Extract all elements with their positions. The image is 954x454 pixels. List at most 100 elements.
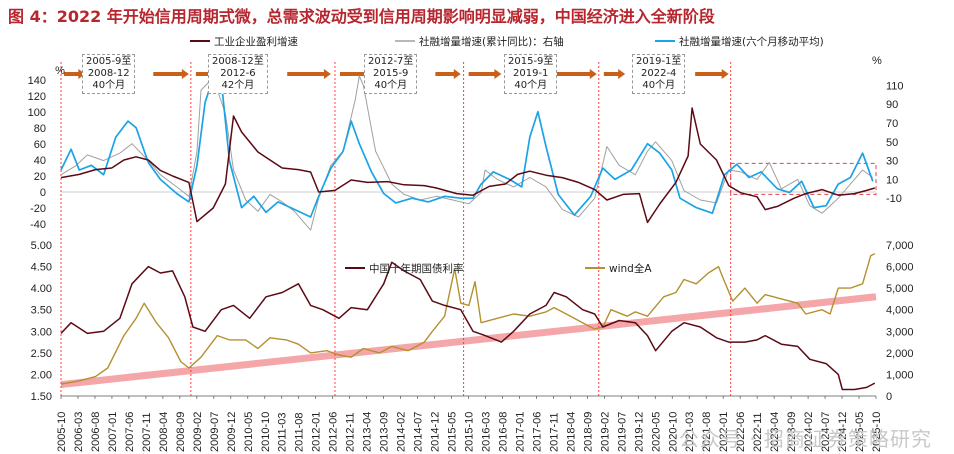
cycle-duration: 40个月: [374, 80, 408, 91]
credit-growth-ma-line: [60, 77, 874, 218]
wind-all-a-line: [60, 252, 876, 385]
x-tick-label: 2008-04: [158, 412, 170, 452]
lower-right-tick: 0: [886, 391, 892, 403]
x-tick-label: 2016-03: [480, 412, 492, 452]
x-tick-label: 2018-04: [565, 412, 577, 452]
x-tick-label: 2025-10: [871, 412, 883, 452]
figure-title: 图 4：2022 年开始信用周期式微，总需求波动受到信用周期影响明显减弱，中国经…: [8, 7, 715, 26]
cycle-arrow-head: [453, 69, 461, 79]
x-tick-label: 2006-08: [90, 412, 102, 452]
x-tick-label: 2016-08: [497, 412, 509, 452]
x-tick-label: 2020-05: [650, 412, 662, 452]
x-tick-label: 2021-03: [684, 412, 696, 452]
x-tick-label: 2019-02: [599, 412, 611, 452]
upper-right-tick: 70: [886, 118, 898, 130]
upper-left-tick: 100: [28, 107, 46, 119]
cycle-duration: 40个月: [92, 80, 126, 91]
legend-credit-ma-label: 社融增量增速(六个月移动平均): [679, 35, 824, 48]
upper-right-tick: 50: [886, 137, 898, 149]
profit-growth-line: [60, 107, 876, 224]
lower-left-tick: 5.00: [31, 240, 52, 252]
x-tick-label: 2019-07: [616, 412, 628, 452]
x-tick-label: 2023-09: [786, 412, 798, 452]
x-tick-label: 2006-03: [73, 412, 85, 452]
upper-left-tick: 60: [34, 139, 46, 151]
x-tick-label: 2012-01: [311, 412, 323, 452]
lower-left-tick: 2.50: [31, 348, 52, 360]
cycle-start: 2005-9至: [86, 56, 132, 67]
cycle-box: 2012-7至 2015-9 40个月: [364, 54, 418, 94]
x-tick-label: 2013-04: [362, 412, 374, 452]
x-tick-label: 2022-11: [752, 412, 764, 452]
cycle-start: 2019-1至: [636, 56, 682, 67]
upper-left-tick: 140: [28, 75, 46, 87]
x-tick-label: 2008-09: [175, 412, 187, 452]
x-tick-label: 2021-08: [701, 412, 713, 452]
trend-line: [60, 293, 877, 389]
legend-wind-label: wind全A: [609, 262, 652, 275]
x-tick-label: 2019-12: [633, 412, 645, 452]
x-tick-label: 2012-11: [345, 412, 357, 452]
x-tick-label: 2024-12: [837, 412, 849, 452]
upper-right-tick: 10: [886, 174, 898, 186]
credit-growth-raw-line: [60, 75, 874, 231]
x-tick-label: 2014-12: [430, 412, 442, 452]
x-tick-label: 2010-05: [243, 412, 255, 452]
x-tick-label: 2015-10: [464, 412, 476, 452]
x-tick-label: 2007-06: [124, 412, 136, 452]
lower-left-tick: 3.50: [31, 305, 52, 317]
cycle-box: 2015-9至 2019-1 40个月: [504, 54, 558, 94]
x-tick-label: 2010-10: [260, 412, 272, 452]
upper-right-tick: 90: [886, 99, 898, 111]
upper-left-tick: -40: [30, 219, 46, 231]
x-tick-label: 2005-10: [56, 412, 68, 452]
cycle-end: 2019-1: [513, 68, 549, 79]
x-tick-label: 2007-11: [141, 412, 153, 452]
x-tick-label: 2025-05: [854, 412, 866, 452]
cycle-box: 2005-9至 2008-12 40个月: [82, 54, 136, 94]
x-tick-label: 2011-08: [294, 412, 306, 452]
cycle-end: 2008-12: [87, 68, 130, 79]
cycle-duration: 42个月: [221, 80, 255, 91]
cycle-arrow-head: [721, 69, 729, 79]
x-tick-label: 2024-07: [820, 412, 832, 452]
cycle-box: 2008-12至 2012-6 42个月: [208, 54, 268, 94]
x-tick-label: 2014-07: [413, 412, 425, 452]
lower-left-tick: 1.50: [31, 391, 52, 403]
cycle-arrow-head: [181, 69, 189, 79]
upper-left-tick: -20: [30, 203, 46, 215]
x-tick-label: 2015-05: [447, 412, 459, 452]
upper-right-tick: -10: [886, 193, 902, 205]
upper-left-tick: 80: [34, 123, 46, 135]
cycle-arrow-head: [323, 69, 331, 79]
x-tick-label: 2018-09: [582, 412, 594, 452]
lower-left-tick: 2.00: [31, 369, 52, 381]
x-tick-label: 2022-01: [718, 412, 730, 452]
cycle-end: 2012-6: [220, 68, 256, 79]
lower-right-tick: 6,000: [886, 262, 914, 274]
cycle-duration: 40个月: [514, 80, 548, 91]
watermark: 公众号 · 招商证券策略研究: [678, 427, 932, 451]
upper-right-tick: 30: [886, 156, 898, 168]
upper-right-unit: %: [872, 55, 882, 67]
upper-left-tick: 40: [34, 155, 46, 167]
cycle-start: 2015-9至: [508, 56, 554, 67]
cycle-duration: 40个月: [642, 80, 676, 91]
cycle-arrow-head: [618, 69, 626, 79]
x-tick-label: 2023-04: [769, 412, 781, 452]
upper-left-tick: 120: [28, 91, 46, 103]
x-tick-label: 2014-02: [396, 412, 408, 452]
cycle-arrow-head: [589, 69, 597, 79]
upper-left-tick: 0: [40, 187, 46, 199]
x-tick-label: 2007-01: [107, 412, 119, 452]
cycle-box: 2019-1至 2022-4 40个月: [632, 54, 686, 94]
lower-right-tick: 5,000: [886, 283, 914, 295]
cycle-start: 2012-7至: [368, 56, 414, 67]
lower-right-tick: 2,000: [886, 348, 914, 360]
x-tick-label: 2017-01: [514, 412, 526, 452]
upper-left-tick: 20: [34, 171, 46, 183]
lower-right-tick: 3,000: [886, 326, 914, 338]
x-tick-label: 2012-06: [328, 412, 340, 452]
